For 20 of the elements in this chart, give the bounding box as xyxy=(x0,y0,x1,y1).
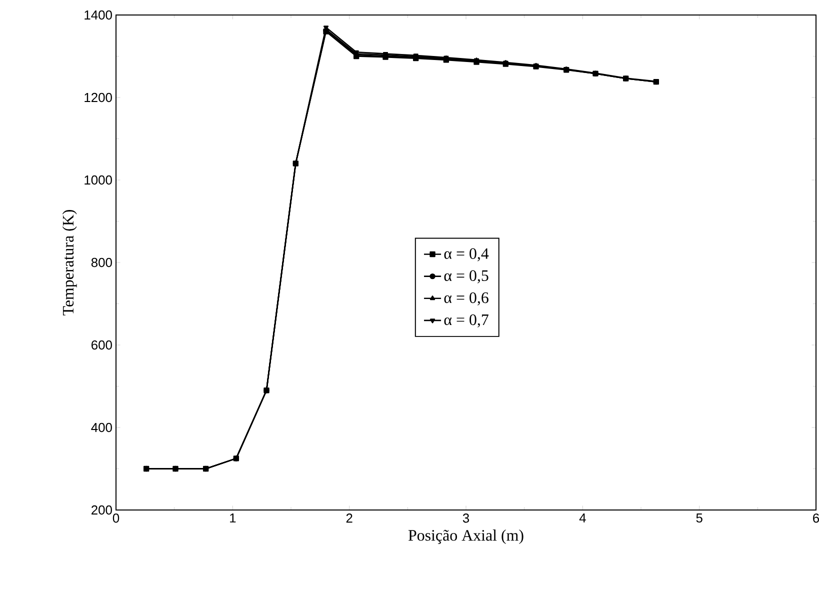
x-tick-label: 4 xyxy=(579,514,586,522)
legend-label: α = 0,5 xyxy=(444,270,488,284)
y-tick-label: 600 xyxy=(92,340,112,350)
legend-label: α = 0,7 xyxy=(444,314,488,328)
x-tick-label: 3 xyxy=(462,514,470,523)
legend-label: α = 0,6 xyxy=(444,292,488,306)
x-axis-title: Posição Axial (m) xyxy=(408,530,524,544)
y-axis-title: Temperatura (K) xyxy=(62,210,77,316)
y-tick-label: 1000 xyxy=(84,175,112,185)
y-tick-label: 1200 xyxy=(84,92,112,102)
x-tick-label: 0 xyxy=(112,514,120,523)
x-tick-label: 1 xyxy=(230,514,236,522)
y-tick-label: 800 xyxy=(91,258,112,268)
legend-label: α = 0,4 xyxy=(444,248,489,262)
x-tick-label: 2 xyxy=(346,514,352,523)
y-tick-label: 200 xyxy=(92,505,112,515)
y-tick-label: 400 xyxy=(91,422,112,432)
x-tick-label: 6 xyxy=(813,514,819,523)
x-tick-label: 5 xyxy=(696,514,702,523)
y-tick-label: 1400 xyxy=(84,10,112,20)
